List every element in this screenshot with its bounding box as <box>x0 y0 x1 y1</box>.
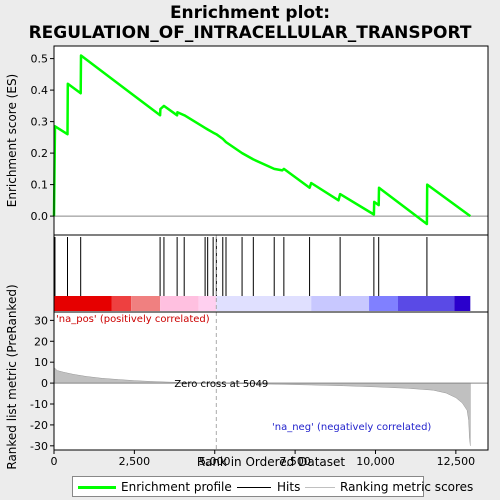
legend-label-hits: Hits <box>277 480 301 494</box>
xtick-label: 12,500 <box>437 455 476 468</box>
metric-ytick-label: 10 <box>34 356 48 369</box>
metric-ytick-label: 30 <box>34 314 48 327</box>
pos-correlated-label: 'na_pos' (positively correlated) <box>56 314 210 325</box>
xtick-label: 7,500 <box>279 455 311 468</box>
es-ytick-label: 0.3 <box>31 116 49 129</box>
es-axis-label: Enrichment score (ES) <box>5 74 19 207</box>
es-ytick-label: 0.4 <box>31 84 49 97</box>
neg-correlated-label: 'na_neg' (negatively correlated) <box>272 422 431 433</box>
metric-ytick-label: -30 <box>30 440 48 453</box>
rank-color-band <box>54 296 112 311</box>
legend-swatch-metric-line <box>305 487 335 488</box>
rank-color-band <box>369 296 398 311</box>
xtick-label: 0 <box>51 455 58 468</box>
es-ytick-label: 0.0 <box>31 210 49 223</box>
legend-label-enrichment: Enrichment profile <box>121 480 232 494</box>
metric-plot-border <box>53 311 489 451</box>
rank-color-band <box>311 296 370 311</box>
metric-ytick-label: 20 <box>34 335 48 348</box>
enrichment-profile-line <box>52 54 472 226</box>
xtick-label: 10,000 <box>356 455 395 468</box>
chart-title-line1: Enrichment plot: <box>169 3 331 23</box>
legend-swatch-enrichment <box>78 486 116 489</box>
metric-axis-label: Ranked list metric (PreRanked) <box>5 284 19 469</box>
es-plot-area <box>54 46 488 235</box>
es-ytick-label: 0.2 <box>31 147 49 160</box>
zero-cross-label: Zero cross at 5049 <box>174 379 268 390</box>
rank-color-band <box>131 296 161 311</box>
metric-ytick-label: 0 <box>41 377 48 390</box>
rank-color-band <box>397 296 455 311</box>
rank-color-band <box>111 296 132 311</box>
legend-label-metric: Ranking metric scores <box>340 480 474 494</box>
chart-title-line2: REGULATION_OF_INTRACELLULAR_TRANSPORT <box>28 23 472 43</box>
legend: Enrichment profile Hits Ranking metric s… <box>72 476 473 497</box>
xtick-label: 2,500 <box>119 455 151 468</box>
es-ytick-label: 0.5 <box>31 53 49 66</box>
es-ytick-label: 0.1 <box>31 179 49 192</box>
rank-color-band <box>216 296 312 311</box>
metric-ytick-label: -20 <box>30 419 48 432</box>
rank-color-band <box>454 296 471 311</box>
rank-color-band <box>160 296 199 311</box>
metric-ytick-label: -10 <box>30 398 48 411</box>
rank-color-band <box>198 296 217 311</box>
xtick-label: 5,000 <box>199 455 231 468</box>
legend-swatch-hits <box>237 487 271 488</box>
ranked-metric-area <box>53 366 471 446</box>
x-axis-label: Rank in Ordered Dataset <box>197 455 345 469</box>
